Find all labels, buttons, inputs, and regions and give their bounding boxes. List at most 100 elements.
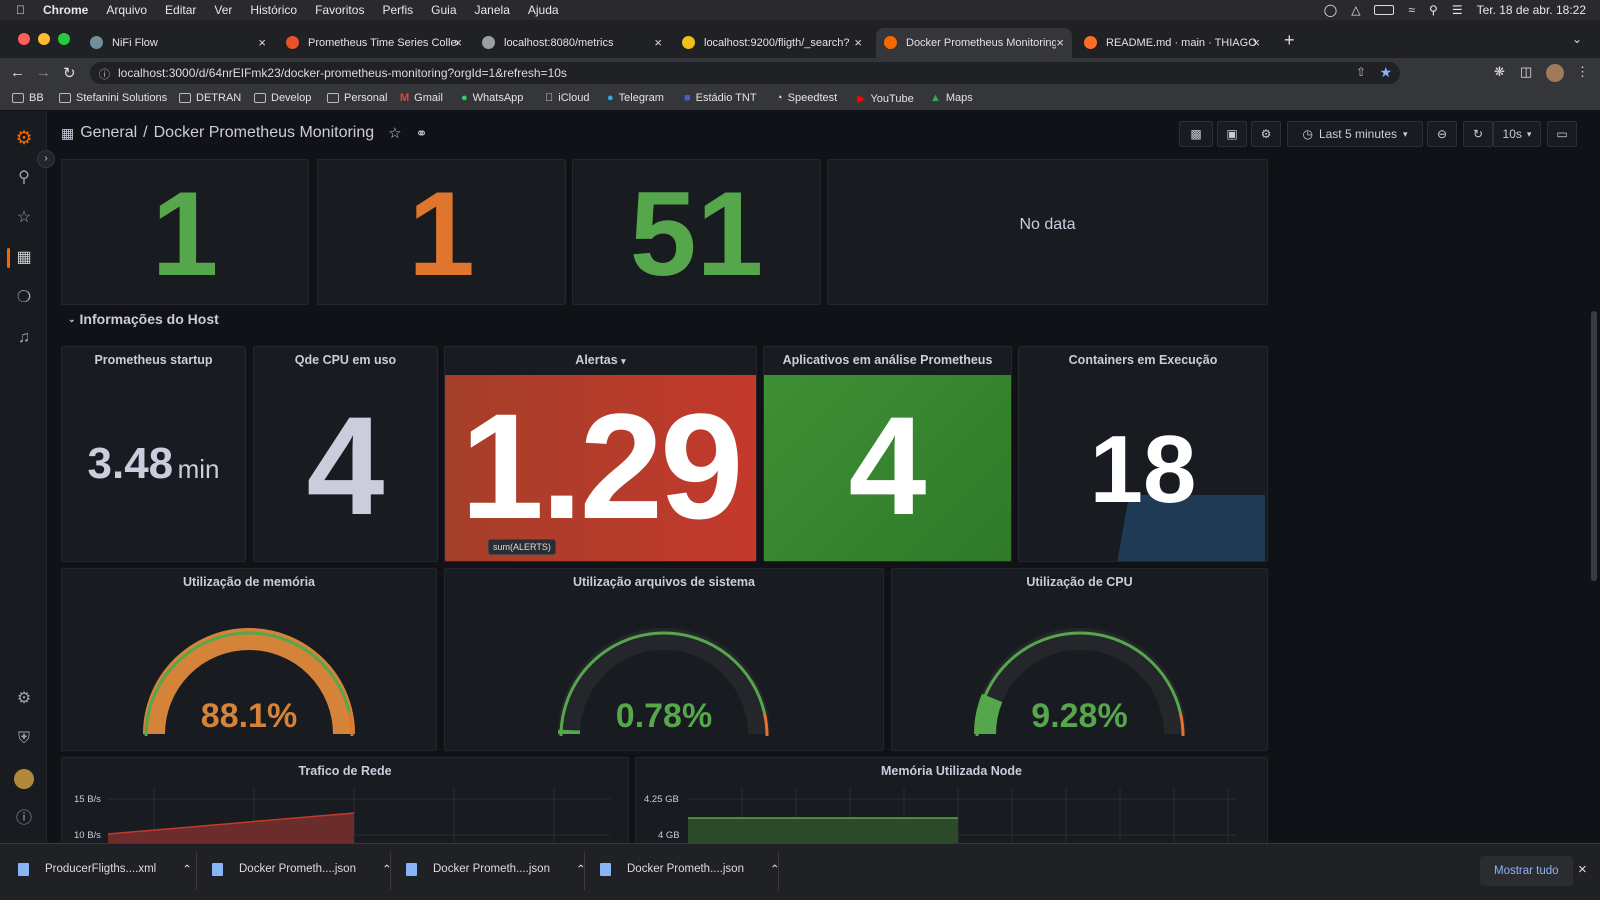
- panel-title-wrap[interactable]: Alertas ▾: [445, 353, 756, 367]
- apple-icon[interactable]: : [16, 3, 25, 17]
- share-icon[interactable]: ⇧: [1355, 65, 1366, 79]
- minimize-window-button[interactable]: [38, 33, 50, 45]
- user-avatar[interactable]: [14, 769, 34, 789]
- new-tab-button[interactable]: +: [1284, 30, 1295, 50]
- grafana-logo-icon[interactable]: ⚙: [15, 128, 33, 149]
- chevron-up-icon[interactable]: ⌃: [182, 864, 192, 876]
- menu-favoritos[interactable]: Favoritos: [306, 3, 364, 17]
- tab-gitlab-readme[interactable]: README.md · main · THIAGO L ×: [1076, 28, 1268, 58]
- download-item[interactable]: ProducerFligths....xml ⌃: [18, 862, 192, 876]
- configuration-gear-icon[interactable]: ⚙: [16, 690, 32, 707]
- chevron-up-icon[interactable]: ⌃: [575, 864, 586, 876]
- spotlight-icon[interactable]: ⚲: [1429, 3, 1438, 17]
- close-tab-icon[interactable]: ×: [654, 35, 662, 50]
- expand-sidebar-icon[interactable]: ›: [37, 150, 55, 168]
- share-dashboard-icon[interactable]: ⚭: [415, 124, 428, 141]
- app-menu-chrome[interactable]: Chrome: [34, 3, 88, 17]
- close-tab-icon[interactable]: ×: [1056, 35, 1064, 50]
- panel-memory-gauge[interactable]: Utilização de memória 88.1%: [61, 568, 437, 751]
- panel-filesystem-gauge[interactable]: Utilização arquivos de sistema 0.78%: [444, 568, 884, 751]
- bookmark-bb[interactable]: BB: [12, 92, 44, 104]
- search-icon[interactable]: ⚲: [18, 169, 30, 186]
- panel-node-memory[interactable]: Memória Utilizada Node 4.25 GB 4 GB: [635, 757, 1268, 853]
- menu-ver[interactable]: Ver: [205, 3, 232, 17]
- bookmark-estadio-tnt[interactable]: ■ Estádio TNT: [684, 92, 757, 104]
- tab-search-chevron-icon[interactable]: ⌄: [1572, 32, 1583, 46]
- menu-arquivo[interactable]: Arquivo: [97, 3, 147, 17]
- menu-ajuda[interactable]: Ajuda: [518, 3, 559, 17]
- menu-editar[interactable]: Editar: [156, 3, 196, 17]
- zoom-out-button[interactable]: ⊖: [1427, 121, 1457, 147]
- explore-icon[interactable]: ❍: [16, 289, 32, 306]
- close-tab-icon[interactable]: ×: [454, 35, 462, 50]
- dashboard-settings-button[interactable]: ⚙: [1251, 121, 1281, 147]
- extensions-icon[interactable]: ❋: [1494, 64, 1505, 79]
- breadcrumb-folder[interactable]: General: [80, 124, 138, 141]
- stat-panel-1[interactable]: 1: [61, 159, 309, 305]
- close-tab-icon[interactable]: ×: [258, 35, 266, 50]
- refresh-interval-picker[interactable]: 10s ▾: [1493, 121, 1541, 147]
- add-panel-button[interactable]: ▩: [1179, 121, 1213, 147]
- refresh-button[interactable]: ↻: [1463, 121, 1493, 147]
- alerting-bell-icon[interactable]: ♫: [18, 329, 30, 346]
- row-header[interactable]: ⌄ Informações do Host: [68, 311, 219, 327]
- download-item[interactable]: Docker Prometh....json ⌃: [212, 862, 392, 876]
- time-picker-button[interactable]: ◷ Last 5 minutes ▾: [1287, 121, 1423, 147]
- clock-datetime[interactable]: Ter. 18 de abr. 18:22: [1476, 3, 1586, 17]
- tab-metrics[interactable]: localhost:8080/metrics ×: [474, 28, 670, 58]
- show-all-downloads-button[interactable]: Mostrar tudo: [1480, 856, 1573, 886]
- bookmark-youtube[interactable]: ▶ YouTube: [857, 92, 914, 106]
- bookmark-stefanini[interactable]: Stefanini Solutions: [59, 92, 167, 104]
- url-bar[interactable]: ⓘ localhost:3000/d/64nrEIFmk23/docker-pr…: [90, 62, 1400, 84]
- dashboards-icon[interactable]: ▦: [16, 249, 32, 266]
- chevron-up-icon[interactable]: ⌃: [769, 864, 780, 876]
- stat-panel-2[interactable]: 1: [317, 159, 566, 305]
- zoom-window-button[interactable]: [58, 33, 70, 45]
- tab-elasticsearch[interactable]: localhost:9200/fligth/_search? ×: [674, 28, 870, 58]
- server-admin-shield-icon[interactable]: ⛨: [17, 730, 30, 747]
- bookmark-gmail[interactable]: M Gmail: [400, 92, 443, 104]
- panel-cpu-gauge[interactable]: Utilização de CPU 9.28%: [891, 568, 1268, 751]
- help-icon[interactable]: ⓘ: [15, 810, 32, 827]
- menu-historico[interactable]: Histórico: [241, 3, 297, 17]
- headphones-icon[interactable]: ◯: [1323, 3, 1338, 17]
- menu-janela[interactable]: Janela: [465, 3, 510, 17]
- back-icon[interactable]: ←: [10, 64, 25, 81]
- docker-icon[interactable]: △: [1351, 3, 1361, 17]
- battery-icon[interactable]: [1374, 5, 1395, 15]
- chrome-menu-icon[interactable]: ⋮: [1576, 64, 1589, 79]
- panel-alerts[interactable]: Alertas ▾ 1.29: [444, 346, 757, 562]
- tab-grafana-dashboard[interactable]: Docker Prometheus Monitoring ×: [876, 28, 1072, 58]
- bookmark-speedtest[interactable]: ◔ Speedtest: [776, 92, 837, 104]
- bookmark-develop[interactable]: Develop: [254, 92, 311, 104]
- close-downloads-icon[interactable]: ×: [1578, 861, 1587, 878]
- tab-nifi-flow[interactable]: NiFi Flow ×: [82, 28, 274, 58]
- favorite-star-icon[interactable]: ☆: [388, 125, 402, 142]
- reload-icon[interactable]: ↻: [63, 65, 76, 82]
- bookmark-whatsapp[interactable]: ● WhatsApp: [461, 92, 523, 104]
- panel-apps-prometheus[interactable]: Aplicativos em análise Prometheus 4: [763, 346, 1012, 562]
- tv-mode-button[interactable]: ▭: [1547, 121, 1577, 147]
- download-item[interactable]: Docker Prometh....json ⌃: [406, 862, 586, 876]
- save-dashboard-button[interactable]: ▣: [1217, 121, 1247, 147]
- bookmark-maps[interactable]: ▲ Maps: [930, 92, 973, 104]
- page-scrollbar[interactable]: [1591, 311, 1597, 581]
- panel-prometheus-startup[interactable]: Prometheus startup 3.48 min: [61, 346, 246, 562]
- side-panel-icon[interactable]: ◫: [1520, 64, 1533, 79]
- tab-prometheus[interactable]: Prometheus Time Series Collec ×: [278, 28, 470, 58]
- wifi-icon[interactable]: ≈: [1408, 3, 1416, 17]
- close-tab-icon[interactable]: ×: [854, 35, 862, 50]
- panel-cpu-count[interactable]: Qde CPU em uso 4: [253, 346, 438, 562]
- panel-network-traffic[interactable]: Trafico de Rede 15 B/s 10 B/s: [61, 757, 629, 853]
- stat-panel-3[interactable]: 51: [572, 159, 821, 305]
- chevron-up-icon[interactable]: ⌃: [381, 864, 392, 876]
- stat-panel-4[interactable]: No data: [827, 159, 1268, 305]
- dashboard-title[interactable]: Docker Prometheus Monitoring: [153, 124, 375, 141]
- forward-icon[interactable]: →: [36, 64, 51, 81]
- bookmark-personal[interactable]: Personal: [327, 92, 387, 104]
- bookmark-detran[interactable]: DETRAN: [179, 92, 241, 104]
- close-tab-icon[interactable]: ×: [1252, 35, 1260, 50]
- site-info-icon[interactable]: ⓘ: [99, 69, 110, 81]
- download-item[interactable]: Docker Prometh....json ⌃: [600, 862, 780, 876]
- profile-avatar[interactable]: [1546, 64, 1564, 82]
